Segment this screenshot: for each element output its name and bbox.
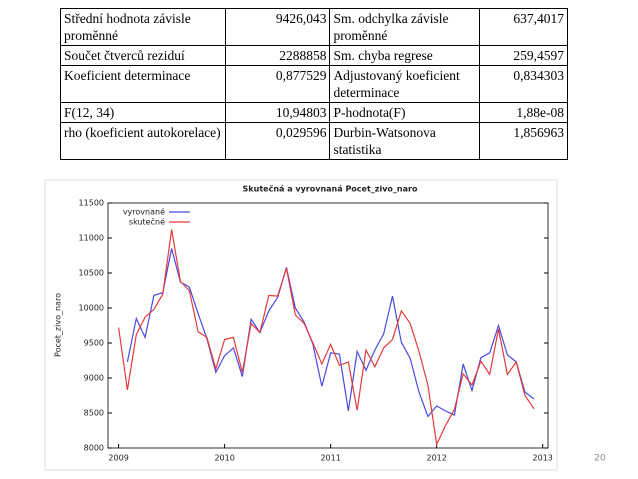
y-tick-label: 10500 [79, 269, 104, 278]
chart-title: Skutečná a vyrovnaná Pocet_zivo_naro [243, 184, 418, 194]
table-body: Střední hodnota závisle proměnné 9426,043… [60, 8, 568, 160]
value-cell: 259,4597 [479, 45, 568, 66]
value-cell: 9426,043 [224, 8, 331, 46]
value-cell: 0,877529 [224, 65, 331, 103]
x-tick-label: 2012 [426, 454, 446, 463]
x-tick-label: 2013 [533, 454, 553, 463]
value-cell: 0,029596 [224, 122, 331, 160]
y-tick-label: 11500 [79, 199, 104, 208]
legend-label: skutečné [129, 217, 165, 227]
x-tick-label: 2011 [320, 454, 340, 463]
data-line [118, 229, 535, 447]
label-cell: Střední hodnota závisle proměnné [60, 8, 226, 46]
y-tick-label: 8000 [84, 444, 104, 453]
y-axis-label: Pocet_zivo_naro [54, 293, 63, 357]
label-cell: Sm. chyba regrese [329, 45, 481, 66]
page-number: 20 [594, 454, 606, 464]
y-tick-label: 8500 [84, 409, 104, 418]
plot-area [107, 202, 549, 449]
label-cell: rho (koeficient autokorelace) [60, 122, 226, 160]
y-tick-label: 9000 [84, 374, 104, 383]
y-tick-label: 11000 [79, 234, 104, 243]
y-tick-label: 9500 [84, 339, 104, 348]
label-cell: Adjustovaný koeficient determinace [329, 65, 481, 103]
legend-label: vyrovnané [123, 207, 165, 217]
chart-frame [44, 179, 558, 471]
table-row: rho (koeficient autokorelace) 0,029596 Dur… [60, 122, 568, 160]
x-tick-label: 2009 [108, 454, 128, 463]
label-cell: Sm. odchylka závisle proměnné [329, 8, 481, 46]
table-row: Střední hodnota závisle proměnné 9426,043… [60, 8, 568, 46]
data-line [126, 248, 535, 418]
x-tick-label: 2010 [214, 454, 234, 463]
table-row: F(12, 34) 10,94803 P-hodnota(F) 1,88e-08 [60, 102, 568, 123]
value-cell: 637,4017 [479, 8, 568, 46]
label-cell: Součet čtverců reziduí [60, 45, 226, 66]
label-cell: Durbin-Watsonova statistika [329, 122, 481, 160]
stats-table: Střední hodnota závisle proměnné 9426,043… [60, 8, 568, 160]
value-cell: 1,856963 [479, 122, 568, 160]
value-cell: 0,834303 [479, 65, 568, 103]
y-tick-label: 10000 [79, 304, 104, 313]
table-row: Součet čtverců reziduí 2288858 Sm. chyba r… [60, 45, 568, 66]
